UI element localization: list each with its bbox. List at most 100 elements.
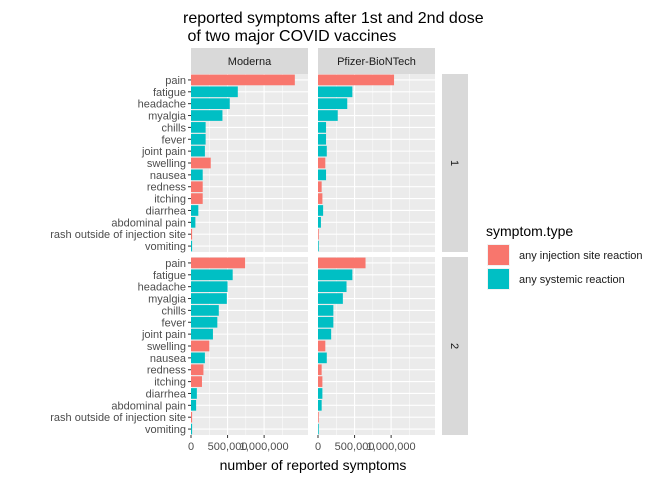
y-tick-label-vomiting: vomiting bbox=[145, 424, 186, 436]
bar-headache bbox=[191, 98, 230, 110]
bar-joint-pain bbox=[191, 328, 213, 340]
bar-chills bbox=[191, 122, 206, 133]
bar-vomiting bbox=[191, 423, 193, 435]
panel-pfizer-biontech-dose-2 bbox=[317, 257, 435, 435]
y-tick-label-joint-pain: joint pain bbox=[141, 146, 186, 158]
legend-swatch bbox=[488, 245, 509, 265]
y-tick-label-headache: headache bbox=[138, 99, 186, 111]
bar-vomiting bbox=[318, 423, 319, 435]
y-tick-label-abdominal-pain: abdominal pain bbox=[111, 400, 186, 412]
y-tick-label-fever: fever bbox=[162, 317, 187, 329]
bar-swelling bbox=[191, 157, 211, 169]
y-tick-label-myalgia: myalgia bbox=[148, 111, 187, 123]
bar-fatigue bbox=[191, 86, 238, 98]
y-tick-label-rash-outside-of-injection-site: rash outside of injection site bbox=[50, 229, 186, 241]
y-tick-label-pain: pain bbox=[165, 258, 186, 270]
bar-pain bbox=[191, 74, 295, 86]
bar-myalgia bbox=[318, 110, 338, 121]
bar-pain bbox=[191, 257, 246, 269]
y-tick-label-vomiting: vomiting bbox=[145, 241, 186, 253]
bar-diarrhea bbox=[191, 388, 197, 399]
y-tick-label-rash-outside-of-injection-site: rash outside of injection site bbox=[50, 412, 186, 424]
strip-dose-1: 1 bbox=[442, 74, 468, 252]
chart-title-line-1: reported symptoms after 1st and 2nd dose bbox=[183, 10, 484, 27]
y-tick-label-myalgia: myalgia bbox=[148, 294, 187, 306]
bar-itching bbox=[318, 376, 323, 387]
legend-swatch bbox=[488, 269, 509, 289]
bar-redness bbox=[318, 364, 322, 376]
strip-pfizer-biontech: Pfizer-BioNTech bbox=[318, 48, 435, 74]
strip-background bbox=[442, 74, 468, 252]
legend-label: any systemic reaction bbox=[519, 274, 625, 286]
bar-chills bbox=[318, 305, 334, 316]
bar-redness bbox=[191, 181, 203, 193]
bar-rash-outside-of-injection-site bbox=[318, 411, 319, 423]
bar-joint-pain bbox=[318, 328, 332, 340]
y-tick-label-diarrhea: diarrhea bbox=[146, 205, 187, 217]
strip-background bbox=[318, 48, 435, 74]
bar-fatigue bbox=[318, 86, 353, 98]
bar-myalgia bbox=[318, 293, 343, 304]
y-tick-label-fatigue: fatigue bbox=[153, 87, 186, 99]
chart-title-line-2: of two major COVID vaccines bbox=[183, 28, 396, 45]
strip-background bbox=[191, 48, 308, 74]
y-tick-label-chills: chills bbox=[162, 305, 187, 317]
bar-abdominal-pain bbox=[191, 216, 196, 228]
bar-fever bbox=[318, 133, 327, 145]
bar-fatigue bbox=[318, 269, 353, 281]
bar-nausea bbox=[191, 169, 203, 181]
bar-itching bbox=[318, 193, 323, 204]
bar-joint-pain bbox=[318, 145, 327, 157]
bar-chills bbox=[191, 305, 219, 316]
strip-label: 1 bbox=[448, 160, 460, 166]
bar-diarrhea bbox=[318, 205, 324, 216]
x-tick-label: 0 bbox=[315, 441, 321, 453]
bar-rash-outside-of-injection-site bbox=[191, 411, 193, 423]
bar-abdominal-pain bbox=[191, 399, 197, 411]
strip-background bbox=[442, 257, 468, 435]
y-tick-label-abdominal-pain: abdominal pain bbox=[111, 217, 186, 229]
y-tick-label-nausea: nausea bbox=[150, 353, 187, 365]
y-tick-label-joint-pain: joint pain bbox=[141, 329, 186, 341]
facet-strips: Moderna Pfizer-BioNTech 1 2 bbox=[191, 48, 468, 435]
bar-redness bbox=[191, 364, 204, 376]
bar-abdominal-pain bbox=[318, 216, 321, 228]
strip-dose-2: 2 bbox=[442, 257, 468, 435]
panel-moderna-dose-1 bbox=[190, 74, 308, 252]
y-tick-label-nausea: nausea bbox=[150, 170, 187, 182]
strip-label: Pfizer-BioNTech bbox=[337, 56, 416, 68]
bar-myalgia bbox=[191, 293, 227, 304]
y-tick-label-swelling: swelling bbox=[147, 341, 186, 353]
y-tick-label-headache: headache bbox=[138, 282, 186, 294]
bar-joint-pain bbox=[191, 145, 205, 157]
bar-itching bbox=[191, 193, 203, 204]
bar-headache bbox=[318, 98, 348, 110]
bar-swelling bbox=[191, 340, 210, 352]
y-tick-label-diarrhea: diarrhea bbox=[146, 388, 187, 400]
bar-fatigue bbox=[191, 269, 233, 281]
x-tick-label: 0 bbox=[188, 441, 194, 453]
bar-redness bbox=[318, 181, 322, 193]
y-axis-dose-2: painfatigueheadachemyalgiachillsfeverjoi… bbox=[50, 258, 191, 436]
panel-pfizer-biontech-dose-1 bbox=[317, 74, 435, 252]
bar-myalgia bbox=[191, 110, 223, 121]
bar-pain bbox=[318, 257, 366, 269]
x-tick-label: 1,000,000 bbox=[367, 441, 416, 453]
bar-headache bbox=[191, 281, 228, 293]
x-axis-title: number of reported symptoms bbox=[220, 457, 407, 473]
bar-nausea bbox=[318, 352, 327, 364]
bar-nausea bbox=[191, 352, 205, 364]
legend: symptom.type any injection site reaction… bbox=[486, 223, 643, 290]
y-tick-label-fever: fever bbox=[162, 134, 187, 146]
strip-moderna: Moderna bbox=[191, 48, 308, 74]
bar-fever bbox=[318, 316, 334, 328]
legend-title: symptom.type bbox=[486, 223, 573, 239]
bar-rash-outside-of-injection-site bbox=[318, 228, 319, 240]
bar-vomiting bbox=[191, 240, 193, 252]
y-axis-dose-1: painfatigueheadachemyalgiachillsfeverjoi… bbox=[50, 75, 191, 253]
bar-chills bbox=[318, 122, 327, 133]
y-tick-label-itching: itching bbox=[154, 194, 186, 206]
bar-headache bbox=[318, 281, 347, 293]
